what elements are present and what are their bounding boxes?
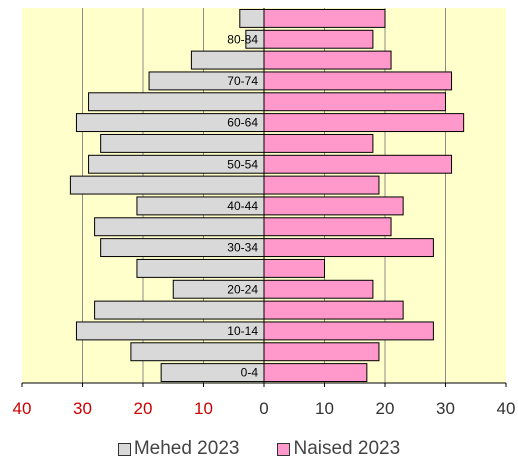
bar-men-65-69 <box>88 92 265 112</box>
bar-men-15-19 <box>94 300 265 320</box>
x-tick-label: 20 <box>376 399 395 418</box>
bar-women-35-39 <box>263 217 392 237</box>
legend-label-men: Mehed 2023 <box>133 438 240 459</box>
bar-men-35-39 <box>94 217 265 237</box>
bar-women-20-24 <box>263 279 374 299</box>
x-tick-label: 40 <box>497 399 516 418</box>
category-label: 20-24 <box>227 282 258 296</box>
bar-men-25-29 <box>136 258 265 278</box>
bar-women-40-44 <box>263 196 404 216</box>
category-label: 60-64 <box>227 116 258 130</box>
bar-men-55-59 <box>100 133 265 153</box>
category-label: 0-4 <box>241 366 259 380</box>
bar-women-55-59 <box>263 133 374 153</box>
bar-men-75-79 <box>190 50 265 70</box>
x-tick-label: 10 <box>315 399 334 418</box>
x-tick-label: 0 <box>259 399 268 418</box>
bar-women-65-69 <box>263 92 446 112</box>
x-tick-label: 30 <box>436 399 455 418</box>
legend-item-men: Mehed 2023 <box>117 438 240 460</box>
bar-men-85+ <box>239 8 265 28</box>
legend-swatch-men <box>117 442 131 456</box>
category-label: 30-34 <box>227 241 258 255</box>
bar-women-15-19 <box>263 300 404 320</box>
bar-women-45-49 <box>263 175 380 195</box>
bar-men-5-9 <box>130 342 265 362</box>
legend-item-women: Naised 2023 <box>277 438 400 460</box>
x-tick-label: 30 <box>73 399 92 418</box>
x-tick-label: 20 <box>134 399 153 418</box>
bar-women-85+ <box>263 8 386 28</box>
legend-label-women: Naised 2023 <box>293 438 401 459</box>
bar-women-10-14 <box>263 321 434 341</box>
category-label: 50-54 <box>227 157 258 171</box>
category-label: 80-84 <box>227 32 258 46</box>
x-tick-label: 10 <box>194 399 213 418</box>
bar-men-45-49 <box>69 175 265 195</box>
legend: Mehed 2023 Naised 2023 <box>0 436 518 462</box>
bar-women-25-29 <box>263 258 325 278</box>
category-label: 10-14 <box>227 324 258 338</box>
bar-women-80-84 <box>263 29 374 49</box>
category-label: 70-74 <box>227 74 258 88</box>
bar-women-60-64 <box>263 113 465 133</box>
x-tick-label: 40 <box>13 399 32 418</box>
legend-swatch-women <box>277 442 291 456</box>
bar-women-30-34 <box>263 238 434 258</box>
bar-women-70-74 <box>263 71 453 91</box>
category-label: 40-44 <box>227 199 258 213</box>
bar-women-75-79 <box>263 50 392 70</box>
bar-women-50-54 <box>263 154 453 174</box>
bar-women-0-4 <box>263 363 368 383</box>
bar-women-5-9 <box>263 342 380 362</box>
